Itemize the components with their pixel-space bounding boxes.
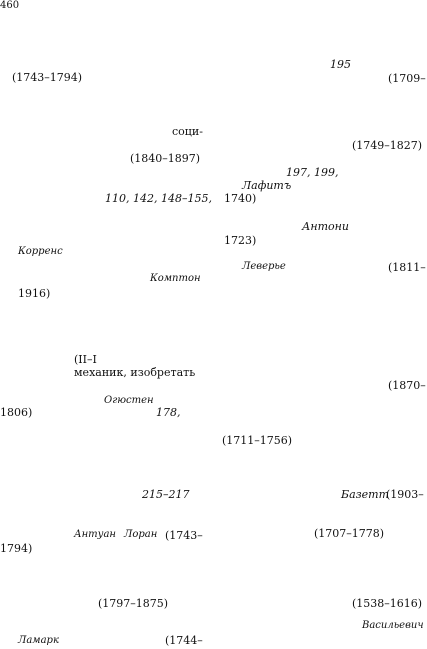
- index-fragment: (1870–: [388, 379, 426, 392]
- index-fragment: Комптон: [150, 273, 201, 284]
- page-number: 460: [0, 0, 20, 11]
- index-fragment: (1743–: [165, 529, 203, 542]
- index-fragment: механик, изобретать: [74, 366, 196, 379]
- index-fragment: (1903–: [386, 488, 424, 501]
- index-fragment: 110, 142, 148–155,: [105, 192, 212, 205]
- index-fragment: Базетт: [341, 488, 390, 501]
- index-fragment: Антуан: [74, 529, 116, 540]
- index-fragment: (1797–1875): [98, 597, 169, 610]
- index-fragment: Васильевич: [362, 620, 424, 631]
- index-fragment: (1709–: [388, 72, 426, 85]
- index-fragment: Лафитъ: [242, 179, 292, 192]
- index-fragment: (1711–1756): [222, 434, 293, 447]
- index-fragment: 195: [330, 58, 351, 71]
- index-fragment: 1723): [224, 234, 257, 247]
- index-fragment: 178,: [156, 406, 181, 419]
- index-fragment: (II–I: [74, 353, 97, 366]
- index-fragment: 1806): [0, 406, 33, 419]
- index-fragment: Леверье: [242, 261, 286, 272]
- index-fragment: (1707–1778): [314, 527, 385, 540]
- index-fragment: Лоран: [124, 529, 158, 540]
- index-fragment: (1744–: [165, 634, 203, 647]
- index-fragment: (1840–1897): [130, 152, 201, 165]
- index-fragment: Антони: [302, 220, 349, 233]
- index-fragment: соци-: [172, 125, 203, 138]
- index-fragment: 1794): [0, 542, 33, 555]
- index-fragment: 1916): [18, 287, 51, 300]
- index-fragment: (1743–1794): [12, 71, 83, 84]
- index-fragment: 197, 199,: [286, 166, 339, 179]
- index-fragment: 215–217: [142, 488, 190, 501]
- index-fragment: Огюстен: [104, 395, 154, 406]
- index-fragment: 1740): [224, 192, 257, 205]
- index-fragment: (1749–1827): [352, 139, 423, 152]
- index-fragment: Ламарк: [18, 635, 59, 646]
- index-fragment: (1538–1616): [352, 597, 423, 610]
- index-fragment: (1811–: [388, 261, 426, 274]
- index-fragment: Корренс: [18, 246, 63, 257]
